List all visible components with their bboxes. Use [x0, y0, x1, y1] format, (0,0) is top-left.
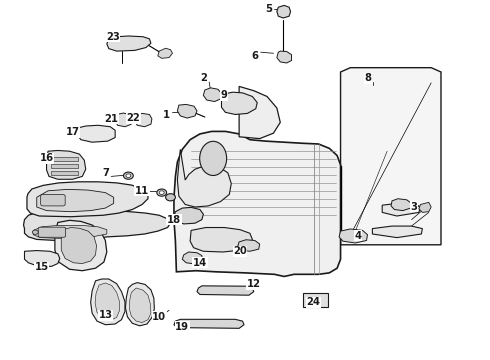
Polygon shape: [77, 125, 115, 142]
Text: 11: 11: [135, 186, 149, 196]
Polygon shape: [339, 229, 368, 243]
Text: 9: 9: [221, 90, 228, 100]
FancyBboxPatch shape: [41, 194, 65, 206]
Text: 16: 16: [40, 153, 53, 163]
Text: 21: 21: [105, 114, 119, 124]
Text: 5: 5: [265, 4, 272, 14]
Text: 18: 18: [167, 215, 181, 225]
Polygon shape: [95, 283, 120, 320]
Polygon shape: [24, 251, 60, 266]
Polygon shape: [238, 240, 260, 251]
Text: 12: 12: [247, 279, 261, 289]
Text: 13: 13: [98, 310, 112, 320]
Text: 7: 7: [102, 168, 109, 178]
Polygon shape: [182, 252, 202, 264]
Circle shape: [157, 189, 167, 196]
Polygon shape: [27, 182, 148, 217]
Polygon shape: [419, 202, 431, 212]
Circle shape: [166, 194, 175, 201]
Text: 23: 23: [106, 32, 120, 42]
Text: 19: 19: [175, 321, 189, 332]
Ellipse shape: [200, 141, 226, 175]
Polygon shape: [135, 113, 152, 127]
Polygon shape: [174, 207, 203, 224]
Circle shape: [126, 174, 131, 177]
Circle shape: [123, 172, 133, 179]
Polygon shape: [203, 88, 221, 102]
Circle shape: [32, 230, 38, 234]
Circle shape: [159, 191, 164, 194]
Bar: [51, 171, 78, 175]
Polygon shape: [197, 286, 254, 295]
Text: 4: 4: [354, 231, 361, 241]
Polygon shape: [174, 319, 244, 328]
Text: 14: 14: [193, 258, 207, 268]
Polygon shape: [33, 225, 107, 238]
Text: 3: 3: [411, 202, 417, 212]
Polygon shape: [174, 131, 341, 276]
Polygon shape: [221, 92, 257, 114]
Polygon shape: [125, 283, 154, 326]
Text: 22: 22: [126, 113, 140, 123]
Polygon shape: [55, 220, 107, 271]
Polygon shape: [91, 279, 125, 325]
Bar: [51, 157, 78, 161]
Polygon shape: [277, 51, 292, 63]
Polygon shape: [177, 104, 197, 118]
Polygon shape: [391, 199, 412, 211]
Text: 8: 8: [364, 73, 371, 84]
Text: 6: 6: [251, 51, 258, 61]
Text: 20: 20: [233, 246, 247, 256]
Polygon shape: [239, 86, 280, 139]
Polygon shape: [190, 228, 252, 252]
Polygon shape: [107, 36, 151, 51]
Text: 24: 24: [307, 297, 320, 307]
Text: 1: 1: [163, 110, 170, 120]
Polygon shape: [129, 288, 151, 323]
Polygon shape: [372, 226, 422, 238]
Bar: [303, 293, 328, 307]
Polygon shape: [158, 48, 172, 58]
Polygon shape: [115, 113, 132, 127]
Polygon shape: [341, 68, 441, 245]
Text: 17: 17: [66, 127, 79, 138]
Text: 10: 10: [152, 312, 166, 322]
Text: 15: 15: [35, 262, 49, 272]
Polygon shape: [382, 203, 420, 216]
Polygon shape: [37, 189, 114, 212]
Polygon shape: [61, 228, 97, 264]
Polygon shape: [177, 149, 231, 207]
Bar: [51, 164, 78, 168]
Polygon shape: [277, 5, 291, 18]
FancyBboxPatch shape: [38, 227, 66, 237]
Polygon shape: [24, 210, 171, 240]
Text: 2: 2: [200, 73, 207, 84]
Polygon shape: [47, 150, 86, 179]
